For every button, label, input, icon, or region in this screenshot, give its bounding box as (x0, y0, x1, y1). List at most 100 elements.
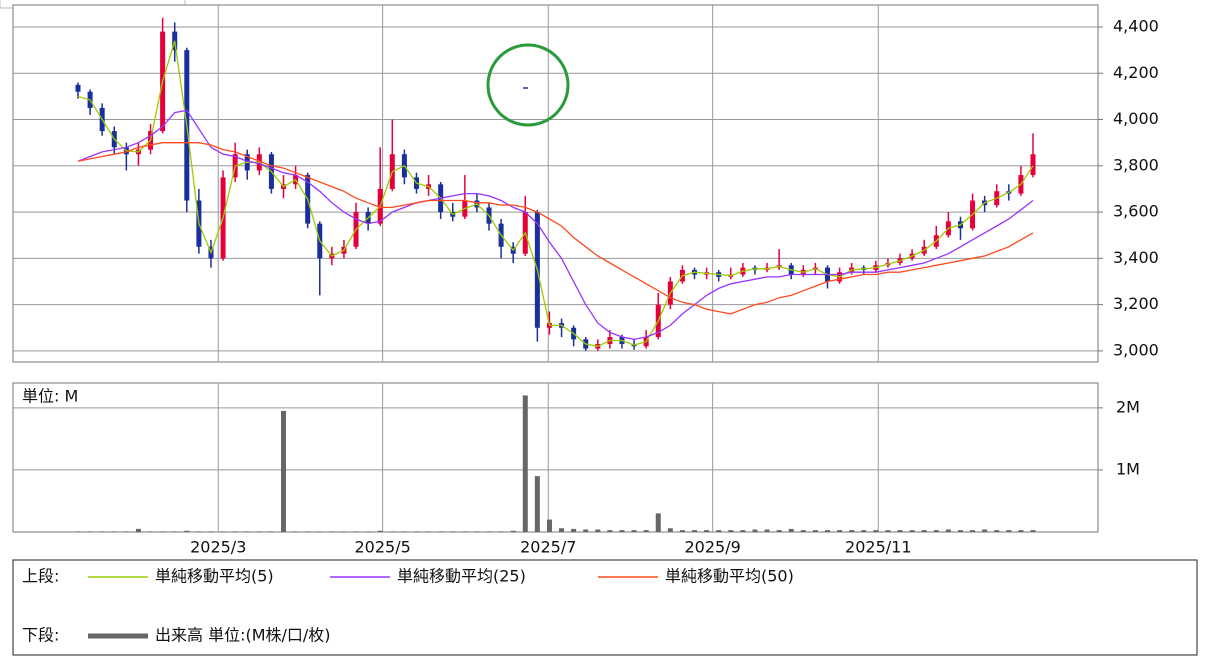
ma-line (77, 40, 1034, 347)
volume-bar (764, 529, 770, 532)
volume-bar (341, 531, 347, 532)
volume-bar (897, 530, 903, 532)
volume-bar (909, 530, 915, 532)
y-tick-label: 2M (1116, 397, 1140, 416)
volume-bar (450, 531, 456, 532)
legend-title: 上段: (22, 567, 59, 586)
volume-bar (498, 531, 504, 532)
y-tick-label: 1M (1116, 459, 1140, 478)
legend-label: 単純移動平均(5) (155, 567, 274, 586)
volume-bar (75, 531, 81, 532)
volume-bar (148, 531, 154, 532)
volume-bar (365, 531, 371, 532)
volume-bar (631, 530, 637, 532)
volume-bar (849, 530, 855, 532)
volume-bar (220, 531, 226, 532)
y-tick-label: 4,400 (1113, 16, 1159, 35)
volume-bar (281, 410, 287, 532)
volume-bar (196, 531, 202, 532)
volume-bar (716, 530, 722, 532)
volume-bar (873, 530, 879, 532)
volume-bar (1018, 530, 1024, 532)
volume-bar (728, 530, 734, 532)
volume-bar (426, 531, 432, 532)
volume-bar (824, 530, 830, 532)
volume-bar (474, 531, 480, 532)
volume-bar (595, 529, 601, 532)
volume-bar (135, 528, 141, 532)
y-tick-label: 3,000 (1113, 340, 1159, 359)
volume-bar (740, 530, 746, 532)
x-tick-label: 2025/9 (685, 538, 741, 557)
x-tick-label: 2025/11 (845, 538, 911, 557)
volume-bar (244, 531, 250, 532)
volume-bar (970, 530, 976, 532)
y-tick-label: 4,200 (1113, 63, 1159, 82)
volume-bar (111, 531, 117, 532)
volume-bar (945, 529, 951, 532)
volume-bar (522, 395, 528, 532)
volume-bar (1030, 530, 1036, 532)
volume-bar (982, 529, 988, 532)
volume-bar (353, 531, 359, 532)
x-tick-label: 2025/7 (520, 538, 576, 557)
volume-bar (293, 531, 299, 532)
volume-bar (377, 530, 383, 532)
volume-bar (413, 531, 419, 532)
volume-bar (885, 530, 891, 532)
volume-bar (994, 530, 1000, 532)
volume-bar (172, 531, 178, 532)
legend-label: 出来高 単位:(M株/口/枚) (155, 626, 331, 645)
legend-box (12, 559, 1198, 656)
volume-bar (704, 530, 710, 532)
volume-bar (317, 531, 323, 532)
volume-bar (268, 531, 274, 532)
volume-bar (812, 530, 818, 532)
x-tick-label: 2025/5 (354, 538, 410, 557)
volume-bar (957, 530, 963, 532)
x-tick-label: 2025/3 (190, 538, 246, 557)
volume-bar (643, 530, 649, 532)
volume-bar (933, 530, 939, 532)
price-panel (12, 4, 1099, 363)
unit-label: 単位: M (22, 387, 78, 406)
volume-bar (99, 531, 105, 532)
volume-bar (667, 528, 673, 532)
volume-bar (438, 531, 444, 532)
volume-bar (462, 531, 468, 532)
volume-bar (123, 531, 129, 532)
candle-body (1030, 154, 1036, 176)
legend-label: 単純移動平均(50) (665, 567, 794, 586)
volume-bar (583, 529, 589, 532)
candle-body (75, 84, 81, 92)
plot: 2025/3 2025/5 2025/7 2025/9 2025/11 3,000 3,20… (13, 5, 1159, 645)
volume-bar (692, 530, 698, 532)
volume-bar (776, 530, 782, 532)
volume-bar (232, 531, 238, 532)
volume-bar (486, 531, 492, 532)
y-tick-label: 3,400 (1113, 248, 1159, 267)
annotation-circle (486, 43, 570, 127)
volume-bar (571, 528, 577, 532)
volume-bar (401, 531, 407, 532)
y-tick-label: 4,000 (1113, 109, 1159, 128)
y-tick-label: 3,200 (1113, 294, 1159, 313)
volume-bar (607, 530, 613, 532)
legend-label: 単純移動平均(25) (397, 567, 526, 586)
volume-bar (619, 530, 625, 532)
volume-bar (208, 531, 214, 532)
volume-panel (12, 382, 1099, 533)
volume-bar (87, 531, 93, 532)
ma-line (77, 142, 1034, 315)
volume-bar (788, 528, 794, 532)
volume-bar (655, 513, 661, 532)
volume-bar (861, 530, 867, 532)
volume-bar (559, 528, 565, 532)
volume-bar (800, 530, 806, 532)
volume-bar (752, 529, 758, 532)
volume-bar (389, 531, 395, 532)
volume-bar (546, 519, 552, 532)
volume-bar (329, 531, 335, 532)
y-tick-label: 3,600 (1113, 202, 1159, 221)
